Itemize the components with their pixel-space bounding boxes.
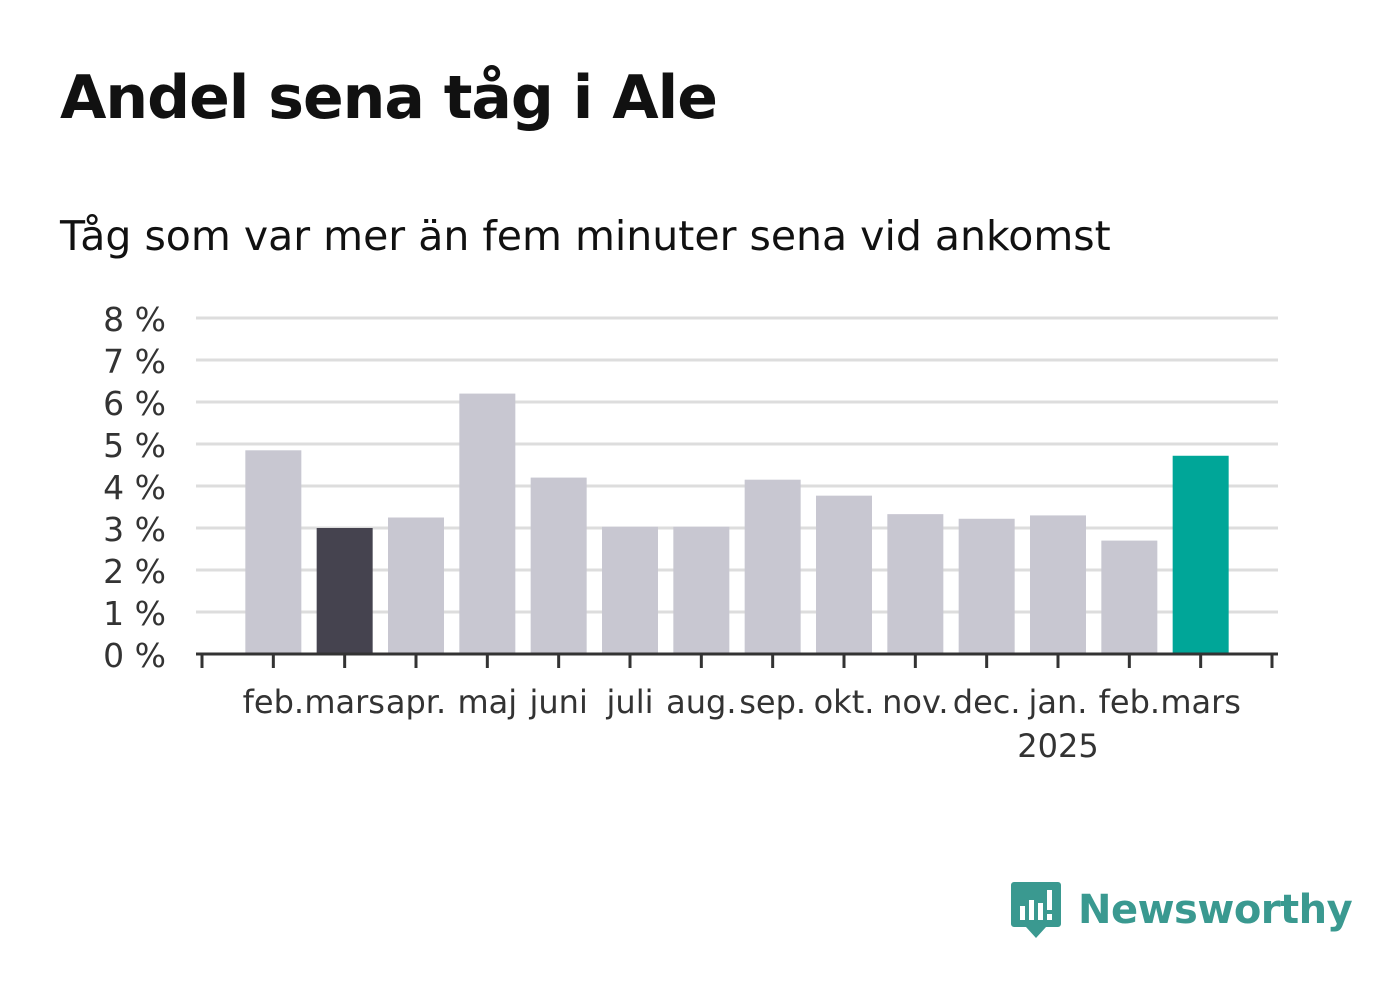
x-tick-label: juni bbox=[528, 683, 587, 721]
x-tick-label: feb. bbox=[1099, 683, 1160, 721]
bar bbox=[1172, 455, 1229, 654]
y-tick-label: 6 % bbox=[103, 384, 166, 423]
x-tick-label: dec. bbox=[953, 683, 1021, 721]
bar bbox=[459, 393, 516, 654]
y-tick-label: 3 % bbox=[103, 510, 166, 549]
y-tick-label: 1 % bbox=[103, 594, 166, 633]
bar bbox=[744, 479, 801, 654]
brand-name: Newsworthy bbox=[1078, 887, 1353, 933]
bar bbox=[602, 526, 658, 654]
brand-logo: Newsworthy bbox=[1010, 878, 1353, 942]
bar bbox=[887, 514, 944, 654]
bar bbox=[673, 526, 730, 654]
x-year-label: 2025 bbox=[1017, 727, 1098, 765]
x-tick-label: maj bbox=[457, 683, 517, 721]
x-tick-label: juli bbox=[606, 683, 654, 721]
x-tick-label: mars bbox=[1160, 683, 1241, 721]
chart-title: Andel sena tåg i Ale bbox=[60, 63, 718, 133]
bar bbox=[1030, 515, 1086, 654]
x-tick-label: mars bbox=[304, 683, 385, 721]
x-tick-label: okt. bbox=[814, 683, 875, 721]
y-tick-label: 8 % bbox=[103, 300, 166, 339]
bar bbox=[816, 495, 872, 654]
y-tick-label: 0 % bbox=[103, 636, 166, 675]
x-tick-label: aug. bbox=[666, 683, 736, 721]
newsworthy-logo-icon bbox=[1011, 882, 1061, 938]
bar bbox=[958, 518, 1015, 654]
bar bbox=[245, 450, 302, 654]
x-tick-label: apr. bbox=[386, 683, 446, 721]
y-tick-label: 7 % bbox=[103, 342, 166, 381]
chart-subtitle: Tåg som var mer än fem minuter sena vid … bbox=[60, 212, 1111, 260]
x-tick-label: nov. bbox=[882, 683, 948, 721]
bar bbox=[530, 477, 587, 654]
bar bbox=[388, 517, 444, 654]
y-tick-label: 5 % bbox=[103, 426, 166, 465]
bar bbox=[1101, 540, 1158, 654]
bar bbox=[316, 528, 373, 654]
x-tick-label: sep. bbox=[739, 683, 806, 721]
x-tick-label: jan. bbox=[1028, 683, 1088, 721]
y-tick-label: 4 % bbox=[103, 468, 166, 507]
y-tick-label: 2 % bbox=[103, 552, 166, 591]
x-tick-label: feb. bbox=[243, 683, 304, 721]
